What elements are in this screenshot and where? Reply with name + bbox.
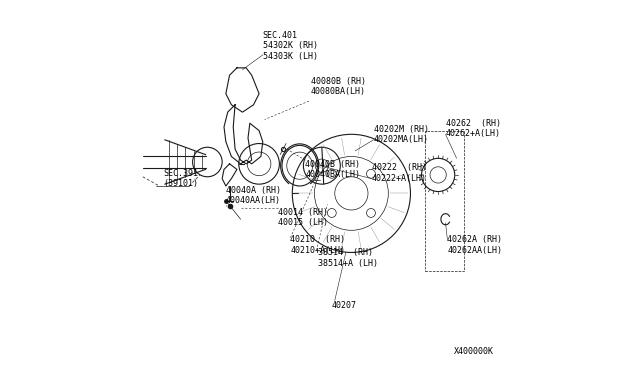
Text: 40207: 40207 — [331, 301, 356, 311]
Text: 40262A (RH)
40262AA(LH): 40262A (RH) 40262AA(LH) — [447, 235, 502, 255]
Text: SEC.401
54302K (RH)
54303K (LH): SEC.401 54302K (RH) 54303K (LH) — [263, 31, 318, 61]
Text: SEC.391
(39101): SEC.391 (39101) — [163, 169, 198, 188]
Text: X400000K: X400000K — [454, 347, 493, 356]
Bar — [425, 131, 464, 271]
Text: 40262  (RH)
40262+A(LH): 40262 (RH) 40262+A(LH) — [445, 119, 500, 138]
Text: 40080B (RH)
40080BA(LH): 40080B (RH) 40080BA(LH) — [311, 77, 366, 96]
Text: 40040A (RH)
40040AA(LH): 40040A (RH) 40040AA(LH) — [226, 186, 281, 205]
Text: 40210  (RH)
40210+A(LH): 40210 (RH) 40210+A(LH) — [291, 235, 346, 255]
Text: 40040B (RH)
40040BA(LH): 40040B (RH) 40040BA(LH) — [305, 160, 360, 179]
Text: 40222  (RH)
40222+A(LH): 40222 (RH) 40222+A(LH) — [372, 163, 427, 183]
Text: 38514  (RH)
38514+A (LH): 38514 (RH) 38514+A (LH) — [318, 248, 378, 268]
Text: 40202M (RH)
40202MA(LH): 40202M (RH) 40202MA(LH) — [374, 125, 429, 144]
Text: 40014 (RH)
40015 (LH): 40014 (RH) 40015 (LH) — [278, 208, 328, 227]
